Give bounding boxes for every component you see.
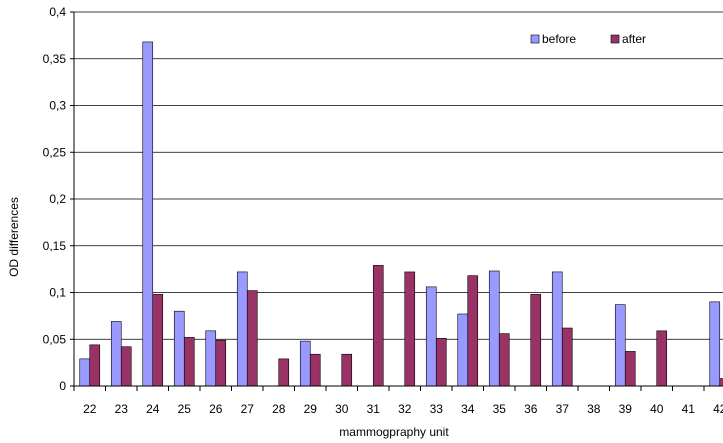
y-tick-label: 0,15 — [43, 239, 67, 253]
bar-before-26 — [205, 330, 217, 387]
bar-after-40 — [656, 330, 668, 387]
x-tick-label: 22 — [83, 402, 97, 416]
bars — [79, 41, 723, 387]
bar-after-23 — [120, 346, 132, 387]
x-tick-label: 30 — [335, 402, 349, 416]
bar-after-36 — [530, 294, 542, 387]
x-tick-label: 41 — [682, 402, 696, 416]
bar-after-42 — [719, 378, 723, 387]
bar-after-24 — [152, 294, 164, 387]
bar-before-39 — [614, 304, 626, 387]
y-tick-label: 0,35 — [43, 52, 67, 66]
y-tick-label: 0,05 — [43, 332, 67, 346]
x-tick-label: 36 — [524, 402, 538, 416]
legend-swatch-before — [530, 34, 540, 44]
x-tick-label: 40 — [650, 402, 664, 416]
y-tick-label: 0 — [59, 379, 66, 393]
axes — [73, 12, 723, 391]
x-tick-label: 28 — [272, 402, 286, 416]
x-axis-title: mammogpraphy unit — [339, 425, 449, 439]
bar-after-31 — [372, 265, 384, 387]
bar-after-30 — [341, 353, 353, 387]
y-tick-label: 0,4 — [49, 5, 66, 19]
bar-before-27 — [236, 271, 248, 387]
y-tick-labels: 0 0,05 0,1 0,15 0,2 0,25 0,3 0,35 0,4 — [43, 5, 67, 393]
bar-after-22 — [89, 344, 101, 387]
x-tick-label: 34 — [461, 402, 475, 416]
y-tick-label: 0,3 — [49, 99, 66, 113]
x-tick-label: 35 — [493, 402, 507, 416]
x-tick-label: 38 — [587, 402, 601, 416]
bar-before-23 — [110, 321, 122, 387]
bar-before-24 — [142, 41, 154, 387]
bar-before-34 — [457, 313, 469, 387]
x-tick-label: 31 — [367, 402, 381, 416]
bar-before-35 — [488, 270, 500, 387]
x-tick-label: 27 — [241, 402, 255, 416]
legend: before after — [530, 32, 646, 46]
legend-swatch-after — [610, 34, 620, 44]
x-tick-label: 26 — [209, 402, 223, 416]
x-tick-label: 23 — [115, 402, 129, 416]
bar-after-33 — [435, 338, 447, 387]
y-tick-label: 0,2 — [49, 192, 66, 206]
bar-before-29 — [299, 340, 311, 387]
x-tick-label: 24 — [146, 402, 160, 416]
legend-label-before: before — [542, 32, 576, 46]
bar-after-39 — [624, 351, 636, 387]
bar-after-25 — [183, 337, 195, 387]
x-tick-labels: 22 23 24 25 26 27 28 29 30 31 32 33 34 35 36 37 38 39 40 41… — [83, 402, 723, 416]
x-tick-label: 39 — [619, 402, 633, 416]
bar-after-28 — [278, 358, 290, 387]
bar-after-26 — [215, 339, 227, 387]
x-tick-label: 33 — [430, 402, 444, 416]
bar-after-35 — [498, 333, 510, 387]
x-tick-label: 32 — [398, 402, 412, 416]
x-tick-label: 29 — [304, 402, 318, 416]
bar-after-29 — [309, 353, 321, 387]
x-tick-label: 42 — [713, 402, 723, 416]
x-tick-label: 37 — [556, 402, 570, 416]
bar-before-33 — [425, 286, 437, 387]
bar-before-22 — [79, 358, 91, 387]
bar-before-42 — [709, 301, 721, 387]
bar-after-34 — [467, 275, 479, 387]
bar-before-25 — [173, 310, 185, 387]
bar-after-32 — [404, 271, 416, 387]
y-tick-label: 0,25 — [43, 145, 67, 159]
bar-before-37 — [551, 271, 563, 387]
x-tick-label: 25 — [178, 402, 192, 416]
y-tick-label: 0,1 — [49, 286, 66, 300]
legend-label-after: after — [622, 32, 646, 46]
bar-after-27 — [246, 290, 258, 387]
y-axis-title: OD differences — [7, 197, 21, 277]
bar-after-37 — [561, 327, 573, 387]
